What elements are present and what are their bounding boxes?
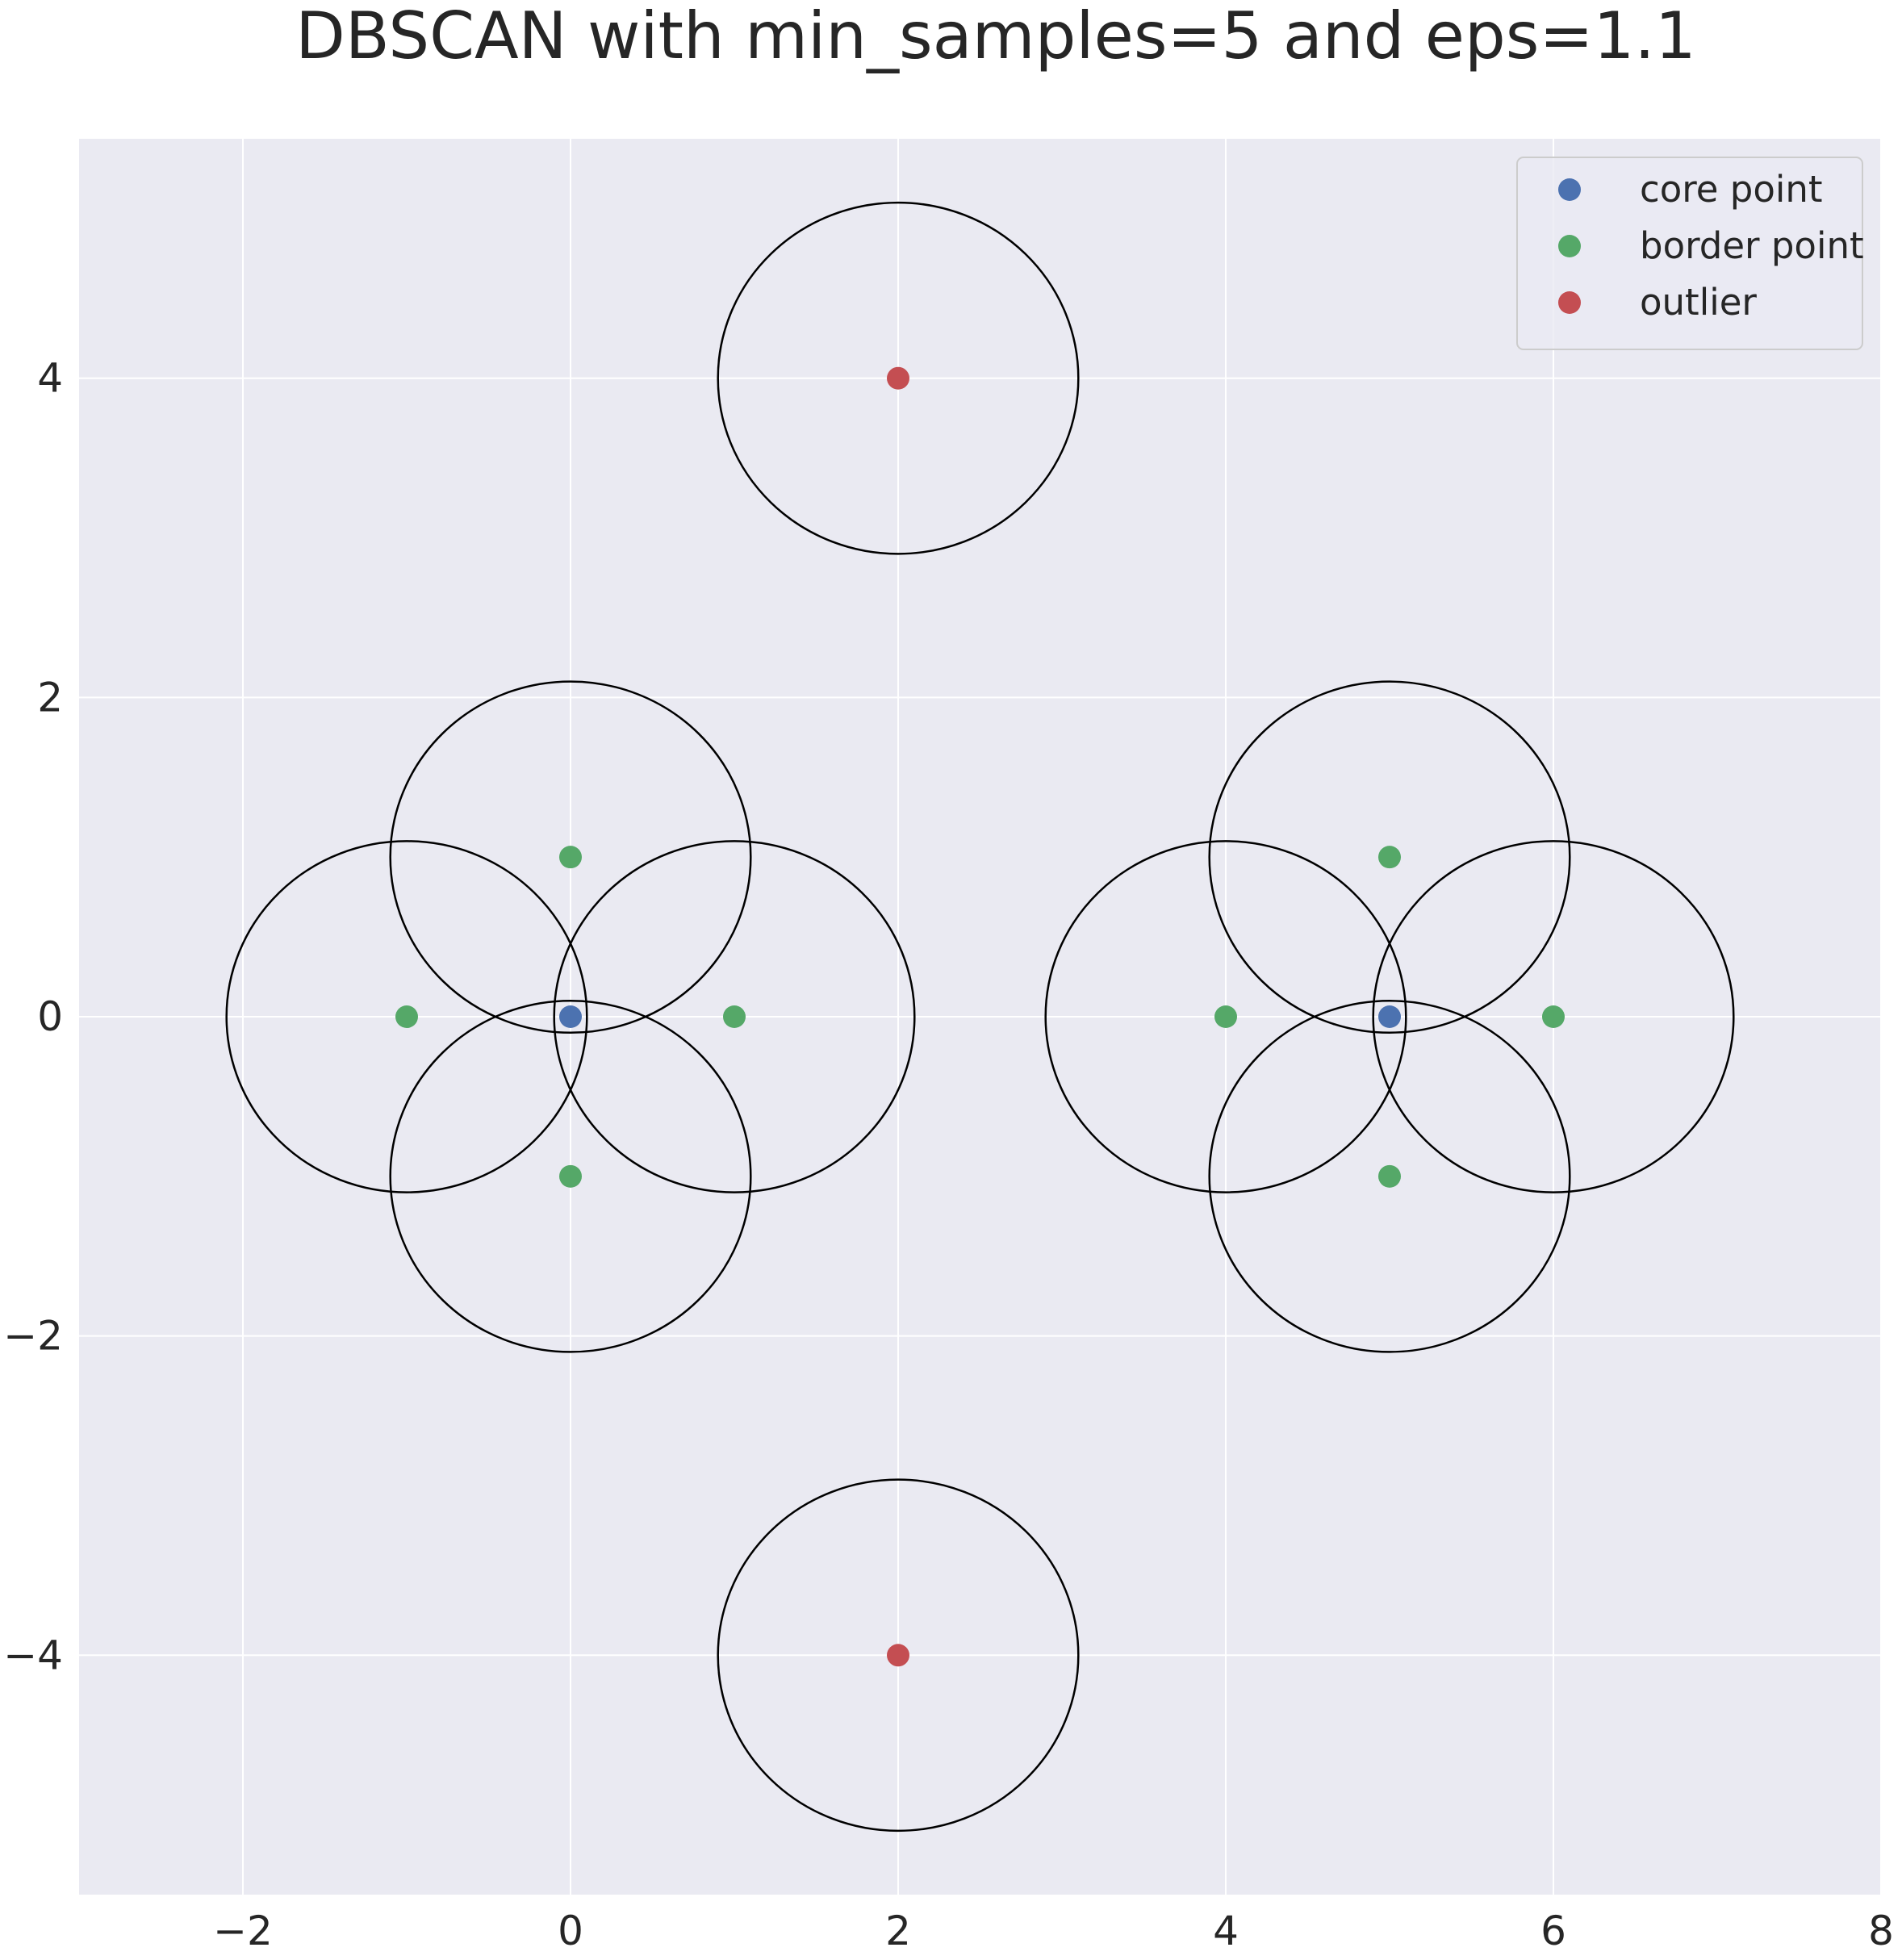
y-tick-label: 0 xyxy=(37,993,63,1040)
eps-circle xyxy=(389,999,752,1353)
core-point-marker xyxy=(1378,1005,1401,1028)
eps-circle xyxy=(1044,840,1407,1193)
outlier-marker xyxy=(887,1644,909,1667)
chart-title: DBSCAN with min_samples=5 and eps=1.1 xyxy=(295,0,1696,73)
border-point-marker xyxy=(395,1005,418,1028)
border-point-marker xyxy=(1542,1005,1565,1028)
y-tick-label: −4 xyxy=(3,1632,63,1678)
eps-circles xyxy=(225,201,1735,1833)
legend-label-outlier: outlier xyxy=(1640,281,1757,324)
core-point-marker xyxy=(559,1005,582,1028)
outlier-marker xyxy=(887,366,909,390)
legend-swatch-core-point xyxy=(1558,178,1581,201)
data-points xyxy=(395,366,1565,1667)
border-point-marker xyxy=(723,1005,746,1028)
x-tick-label: −2 xyxy=(213,1908,273,1954)
eps-circle xyxy=(389,680,752,1034)
legend-frame xyxy=(1516,157,1863,350)
y-tick-label: 4 xyxy=(37,355,63,402)
y-tick-label: 2 xyxy=(37,674,63,721)
border-point-marker xyxy=(1378,846,1401,869)
x-tick-label: 8 xyxy=(1868,1908,1894,1954)
x-tick-label: 2 xyxy=(885,1908,911,1954)
eps-circle xyxy=(553,840,916,1193)
eps-circle xyxy=(1208,999,1571,1353)
legend-swatch-border-point xyxy=(1558,235,1581,257)
legend-label-border-point: border point xyxy=(1640,224,1864,267)
border-point-marker xyxy=(559,1164,582,1188)
legend: core point border point outlier xyxy=(1516,157,1864,350)
eps-circle xyxy=(1372,840,1735,1193)
border-point-marker xyxy=(559,846,582,869)
border-point-marker xyxy=(1214,1005,1237,1028)
eps-circle xyxy=(717,201,1080,555)
border-point-marker xyxy=(1378,1164,1401,1188)
y-tick-label: −2 xyxy=(3,1313,63,1360)
eps-circle xyxy=(717,1478,1080,1833)
x-axis-ticks: −2 0 2 4 6 8 xyxy=(213,1908,1894,1954)
eps-circle xyxy=(225,840,588,1193)
x-tick-label: 4 xyxy=(1213,1908,1239,1954)
x-tick-label: 6 xyxy=(1540,1908,1566,1954)
x-tick-label: 0 xyxy=(558,1908,583,1954)
y-axis-ticks: −4 −2 0 2 4 xyxy=(3,355,63,1679)
eps-circle xyxy=(1208,680,1571,1034)
legend-swatch-outlier xyxy=(1558,291,1581,314)
legend-label-core-point: core point xyxy=(1640,168,1823,211)
